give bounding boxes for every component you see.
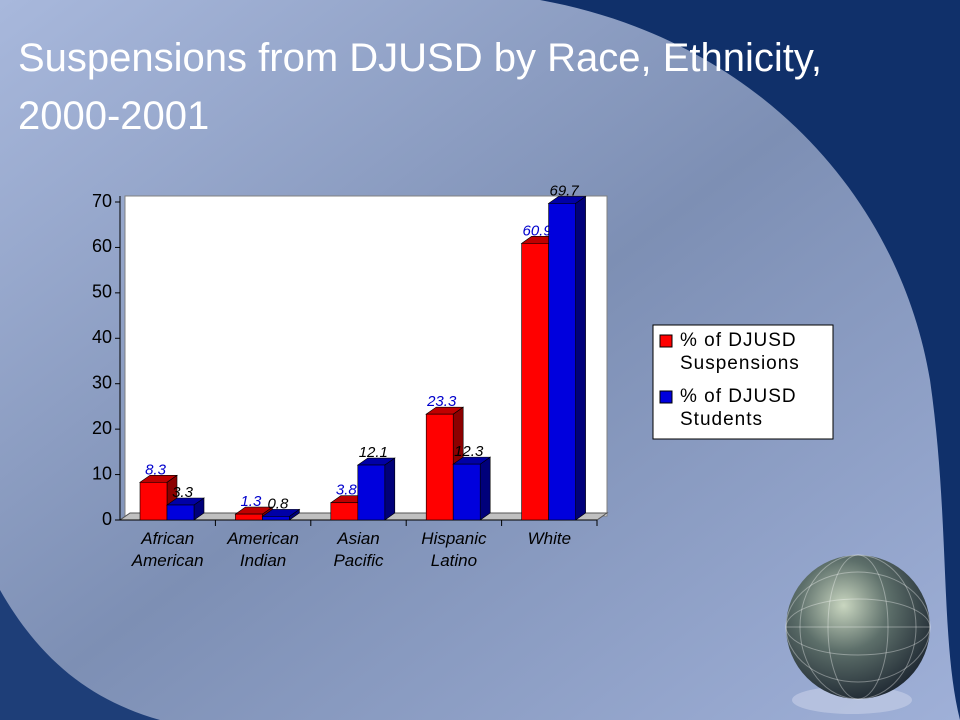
y-tick-label: 70 xyxy=(92,191,112,211)
x-tick-label: Hispanic Latino xyxy=(421,529,487,570)
value-label: 8.3 xyxy=(145,461,167,478)
legend-swatch xyxy=(659,390,673,404)
y-tick-label: 30 xyxy=(92,372,112,392)
x-tick-label: Asian Pacific xyxy=(333,529,384,570)
value-label: 3.8 xyxy=(336,482,358,499)
bar xyxy=(235,513,263,521)
globe xyxy=(786,555,930,699)
y-tick-label: 0 xyxy=(102,509,112,529)
bar xyxy=(330,502,359,521)
y-tick-label: 60 xyxy=(92,236,112,256)
value-label: 23.3 xyxy=(426,393,457,410)
bar xyxy=(425,413,454,521)
value-label: 60.9 xyxy=(522,222,552,239)
slide-title: Suspensions from DJUSD by Race, Ethnicit… xyxy=(18,36,822,138)
x-tick-label: White xyxy=(528,529,571,548)
legend-label: % of DJUSD Students xyxy=(680,386,797,430)
globe-grid xyxy=(785,554,931,700)
bar xyxy=(548,203,576,521)
x-tick-label: African American xyxy=(131,529,204,570)
bar-side xyxy=(384,457,396,521)
y-tick-label: 40 xyxy=(92,327,112,347)
bar xyxy=(357,464,386,521)
value-label: 1.3 xyxy=(240,493,262,510)
y-tick-label: 20 xyxy=(92,418,112,438)
swoosh-bottom xyxy=(0,590,160,720)
swoosh xyxy=(540,0,960,720)
bar-side xyxy=(479,456,491,521)
bar xyxy=(166,504,195,521)
bar-side xyxy=(575,195,586,521)
bar xyxy=(262,516,290,521)
y-tick-label: 10 xyxy=(92,463,112,483)
bar xyxy=(452,463,481,521)
value-label: 3.3 xyxy=(172,484,194,501)
legend xyxy=(652,324,834,440)
value-label: 0.8 xyxy=(267,495,289,512)
value-label: 12.1 xyxy=(359,444,388,461)
value-label: 69.7 xyxy=(549,182,579,199)
bar xyxy=(139,481,168,521)
legend-swatch xyxy=(659,334,673,348)
y-tick-label: 50 xyxy=(92,282,112,302)
value-label: 12.3 xyxy=(454,443,484,460)
bar xyxy=(521,243,549,521)
legend-label: % of DJUSD Suspensions xyxy=(680,330,800,374)
x-tick-label: American Indian xyxy=(226,529,299,570)
